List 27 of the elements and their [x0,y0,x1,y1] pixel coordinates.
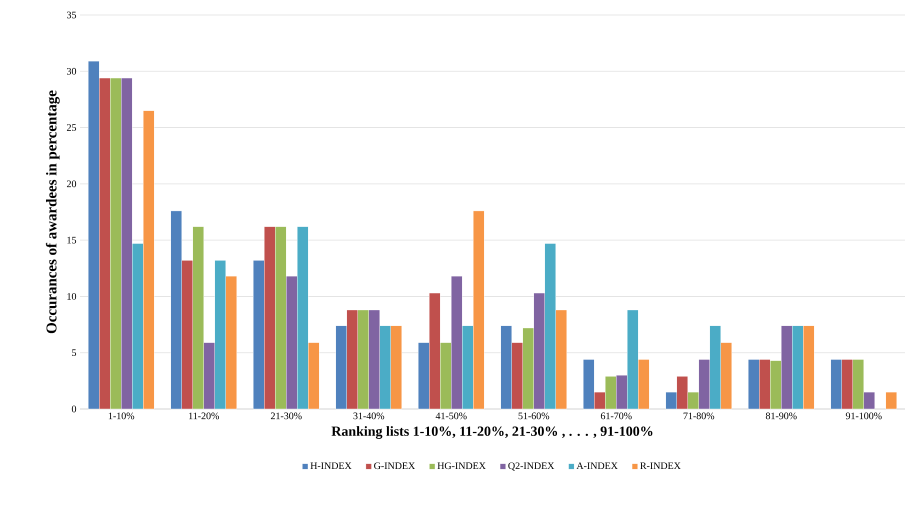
bar [886,392,897,410]
legend-label: HG-INDEX [438,462,486,470]
x-tick-label: 61-70% [600,412,632,420]
y-tick-label: 35 [67,12,76,18]
y-tick-label: 0 [72,406,76,412]
legend-label: Q2-INDEX [508,462,554,471]
legend-label: G-INDEX [374,462,416,470]
legend-label: A-INDEX [576,462,618,470]
y-tick-label: 30 [67,68,76,75]
x-tick-label: 81-90% [766,412,797,420]
x-tick-label: 91-100% [846,412,882,420]
x-tick-label: 11-20% [189,412,220,420]
x-tick-label: 71-80% [684,412,714,420]
x-tick-label: 31-40% [353,412,384,420]
x-axis-title: Ranking lists 1-10%, 11-20%, 21-30% , . . . , 91-100% [332,426,652,439]
y-tick-label: 10 [67,293,76,300]
y-tick-label: 20 [66,180,76,188]
y-tick-label: 5 [72,349,76,356]
x-tick-label: 1-10% [108,412,134,420]
x-tick-label: 51-60% [518,412,550,420]
y-axis-title: Occurances of awardees in percentage [46,90,60,334]
y-tick-label: 25 [66,124,76,131]
y-tick-label: 15 [67,236,76,244]
x-tick-label: 41-50% [436,412,467,420]
x-tick-label: 21-30% [270,412,302,420]
legend-label: H-INDEX [310,462,352,470]
legend-label: R-INDEX [640,462,681,470]
